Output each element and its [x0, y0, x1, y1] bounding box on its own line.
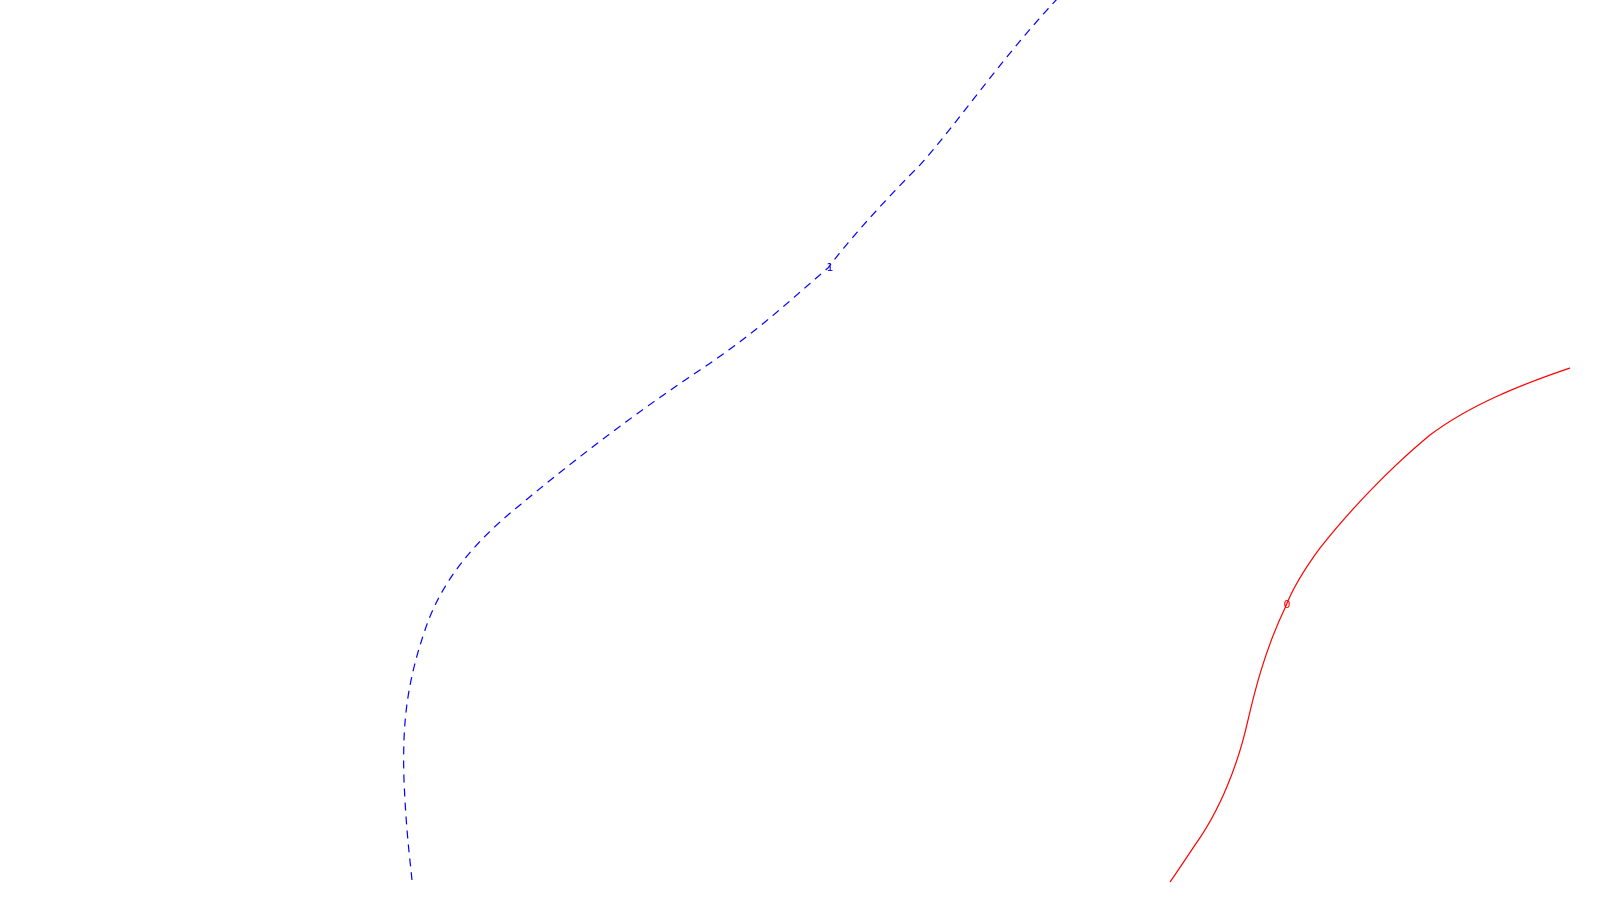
contour-label-level-1: 1	[827, 261, 834, 274]
contour-line-level-1	[403, 0, 1057, 881]
contour-line-level-0	[1169, 367, 1571, 883]
contour-label-level-0: 0	[1284, 598, 1291, 611]
